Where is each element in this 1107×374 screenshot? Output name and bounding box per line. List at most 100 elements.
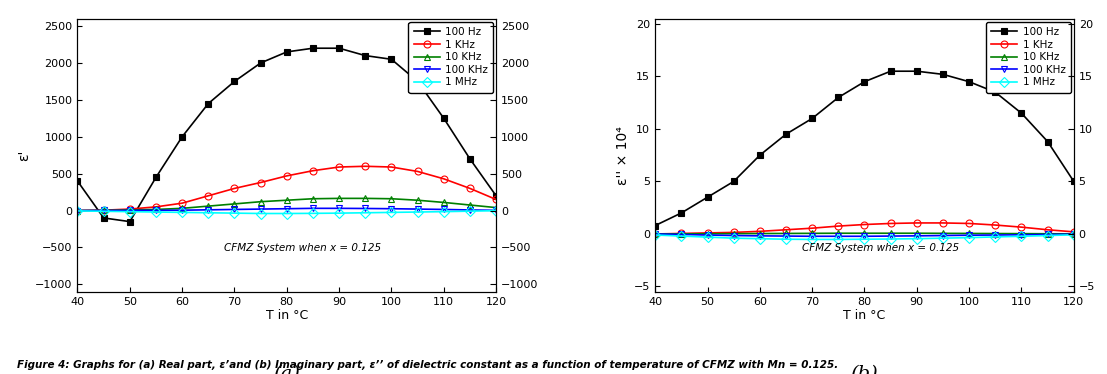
100 KHz (1041, 232, 1054, 237)
100 KHz (149, 208, 163, 212)
10 KHz (1015, 232, 1028, 236)
1 KHz (1015, 225, 1028, 229)
100 Hz (489, 194, 503, 198)
1 KHz (753, 229, 766, 234)
100 Hz (989, 90, 1002, 95)
Text: CFMZ System when x = 0.125: CFMZ System when x = 0.125 (224, 243, 381, 254)
1 MHz (464, 209, 477, 214)
1 MHz (123, 209, 136, 214)
10 KHz (937, 231, 950, 236)
100 Hz (1015, 111, 1028, 116)
1 MHz (228, 211, 241, 215)
10 KHz (831, 231, 845, 236)
100 Hz (884, 69, 898, 73)
Line: 100 KHz: 100 KHz (74, 205, 499, 214)
10 KHz (1067, 232, 1080, 236)
10 KHz (176, 206, 189, 211)
10 KHz (123, 208, 136, 212)
100 Hz (201, 101, 215, 106)
10 KHz (858, 231, 871, 236)
100 KHz (753, 234, 766, 238)
100 Hz (123, 220, 136, 224)
100 Hz (97, 216, 111, 220)
1 KHz (701, 231, 714, 235)
1 KHz (411, 169, 424, 174)
1 MHz (149, 210, 163, 214)
100 KHz (307, 206, 320, 211)
1 MHz (280, 211, 293, 216)
1 MHz (437, 209, 451, 214)
1 KHz (307, 168, 320, 173)
1 KHz (359, 164, 372, 169)
Line: 10 KHz: 10 KHz (652, 230, 1077, 237)
100 Hz (359, 53, 372, 58)
1 MHz (71, 209, 84, 213)
Line: 1 MHz: 1 MHz (74, 207, 499, 217)
100 Hz (254, 61, 267, 65)
100 KHz (97, 208, 111, 213)
100 Hz (831, 95, 845, 100)
1 MHz (674, 234, 687, 238)
1 KHz (280, 174, 293, 178)
100 KHz (332, 206, 345, 211)
100 KHz (1015, 233, 1028, 237)
100 KHz (884, 234, 898, 238)
Line: 100 KHz: 100 KHz (652, 230, 1077, 240)
100 Hz (806, 116, 819, 121)
100 KHz (359, 206, 372, 211)
1 MHz (962, 235, 975, 240)
10 KHz (280, 198, 293, 202)
1 MHz (201, 211, 215, 215)
1 KHz (201, 194, 215, 198)
10 KHz (753, 231, 766, 236)
100 KHz (937, 233, 950, 238)
10 KHz (411, 198, 424, 202)
100 KHz (674, 232, 687, 237)
1 KHz (1041, 227, 1054, 232)
100 KHz (411, 207, 424, 211)
100 KHz (806, 234, 819, 239)
10 KHz (1041, 232, 1054, 236)
1 MHz (649, 233, 662, 237)
100 Hz (411, 79, 424, 84)
100 KHz (962, 233, 975, 237)
10 KHz (962, 231, 975, 236)
10 KHz (149, 207, 163, 212)
100 KHz (701, 233, 714, 237)
100 KHz (649, 232, 662, 236)
1 MHz (176, 210, 189, 215)
1 KHz (806, 226, 819, 230)
100 KHz (831, 234, 845, 239)
100 KHz (989, 233, 1002, 237)
10 KHz (779, 231, 793, 236)
1 MHz (1015, 234, 1028, 239)
100 Hz (1041, 139, 1054, 144)
1 MHz (989, 234, 1002, 239)
1 MHz (701, 235, 714, 239)
X-axis label: T in °C: T in °C (844, 309, 886, 322)
1 KHz (332, 165, 345, 169)
1 KHz (71, 208, 84, 213)
1 KHz (779, 227, 793, 232)
1 KHz (858, 222, 871, 227)
10 KHz (201, 204, 215, 208)
100 Hz (71, 179, 84, 183)
10 KHz (254, 199, 267, 204)
100 Hz (858, 79, 871, 84)
100 Hz (385, 57, 399, 62)
Y-axis label: ε': ε' (17, 150, 31, 161)
100 KHz (858, 234, 871, 239)
100 Hz (910, 69, 923, 73)
100 Hz (701, 195, 714, 199)
100 KHz (1067, 232, 1080, 236)
1 KHz (831, 224, 845, 229)
1 KHz (97, 208, 111, 212)
1 KHz (884, 221, 898, 226)
1 MHz (806, 237, 819, 242)
100 Hz (1067, 179, 1080, 184)
100 Hz (753, 153, 766, 157)
1 MHz (385, 210, 399, 215)
1 KHz (910, 221, 923, 225)
1 KHz (989, 223, 1002, 227)
1 KHz (228, 186, 241, 191)
